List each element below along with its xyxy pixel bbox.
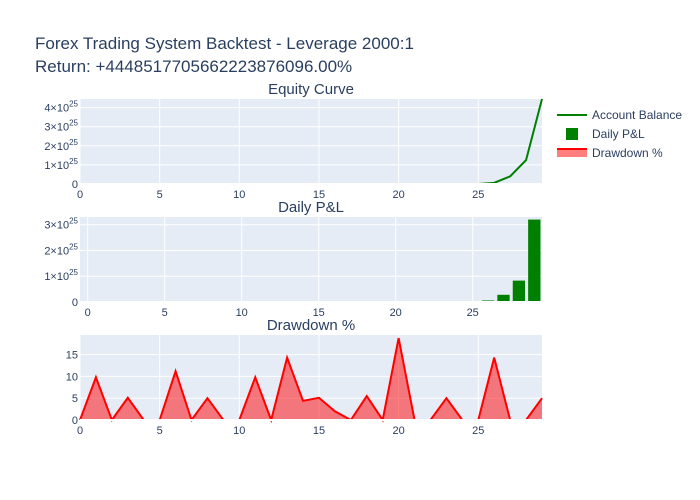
legend-label: Drawdown %: [592, 146, 663, 160]
equity-y-tick-label: 2×1025: [44, 138, 78, 153]
chart-title: Forex Trading System Backtest - Leverage…: [35, 34, 414, 53]
equity-subplot-title: Equity Curve: [268, 81, 354, 98]
equity-x-tick-label: 20: [392, 189, 404, 201]
drawdown-x-tick-label: 20: [392, 425, 404, 437]
equity-x-tick-label: 10: [233, 189, 245, 201]
equity-plot-area: [80, 99, 542, 184]
pnl-y-tick-label: 3×1025: [44, 217, 78, 232]
equity-x-tick-label: 5: [157, 189, 163, 201]
chart-subtitle: Return: +444851770566222387​6096.00%: [35, 57, 353, 76]
pnl-y-tick-label: 1×1025: [44, 268, 78, 283]
equity-y-tick-label: 1×1025: [44, 157, 78, 172]
equity-x-tick-label: 0: [77, 189, 83, 201]
pnl-x-tick-label: 5: [162, 307, 168, 319]
legend: Account Balance Daily P&L Drawdown %: [557, 108, 682, 160]
pnl-subplot: 0 5 10 15 20 25 0 1×1025 2×1025 3×1025 Daily P&L: [44, 199, 542, 319]
pnl-x-tick-label: 25: [467, 307, 479, 319]
pnl-bar: [528, 219, 541, 302]
drawdown-subplot-title: Drawdown %: [267, 317, 355, 334]
drawdown-subplot: 0 5 10 15 20 25 0 5 10 15 Drawdown %: [66, 317, 543, 437]
drawdown-y-tick-label: 15: [66, 350, 78, 362]
equity-x-tick-label: 25: [472, 189, 484, 201]
pnl-subplot-title: Daily P&L: [278, 199, 344, 216]
drawdown-y-tick-label: 0: [72, 415, 78, 427]
equity-y-tick-label: 4×1025: [44, 100, 78, 115]
equity-y-tick-label: 3×1025: [44, 119, 78, 134]
drawdown-x-tick-label: 15: [313, 425, 325, 437]
drawdown-x-tick-label: 0: [77, 425, 83, 437]
drawdown-x-tick-label: 5: [157, 425, 163, 437]
equity-x-tick-label: 15: [313, 189, 325, 201]
drawdown-x-tick-label: 10: [233, 425, 245, 437]
pnl-bar: [512, 280, 526, 302]
pnl-plot-area: [80, 217, 542, 302]
equity-subplot: 0 5 10 15 20 25 0 1×1025 2×1025 3×1025 4×1025 Equit…: [44, 81, 543, 201]
pnl-x-tick-label: 10: [236, 307, 248, 319]
pnl-y-tick-label: 0: [72, 297, 78, 309]
pnl-x-tick-label: 0: [85, 307, 91, 319]
legend-square-symbol: [566, 128, 578, 140]
legend-label: Account Balance: [592, 108, 682, 122]
pnl-x-tick-label: 20: [390, 307, 402, 319]
drawdown-x-tick-label: 25: [472, 425, 484, 437]
pnl-y-tick-label: 2×1025: [44, 242, 78, 257]
pnl-x-tick-label: 15: [313, 307, 325, 319]
drawdown-area-fill: [80, 338, 542, 420]
legend-label: Daily P&L: [592, 127, 645, 141]
legend-fill-symbol: [557, 149, 587, 157]
drawdown-y-tick-label: 5: [72, 393, 78, 405]
pnl-bar: [497, 294, 510, 302]
drawdown-y-tick-label: 10: [66, 371, 78, 383]
equity-y-tick-label: 0: [72, 179, 78, 191]
